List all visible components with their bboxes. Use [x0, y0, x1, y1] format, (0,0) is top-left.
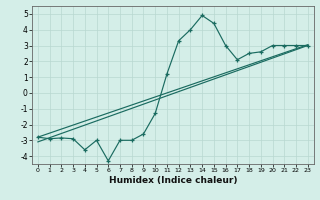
- X-axis label: Humidex (Indice chaleur): Humidex (Indice chaleur): [108, 176, 237, 185]
